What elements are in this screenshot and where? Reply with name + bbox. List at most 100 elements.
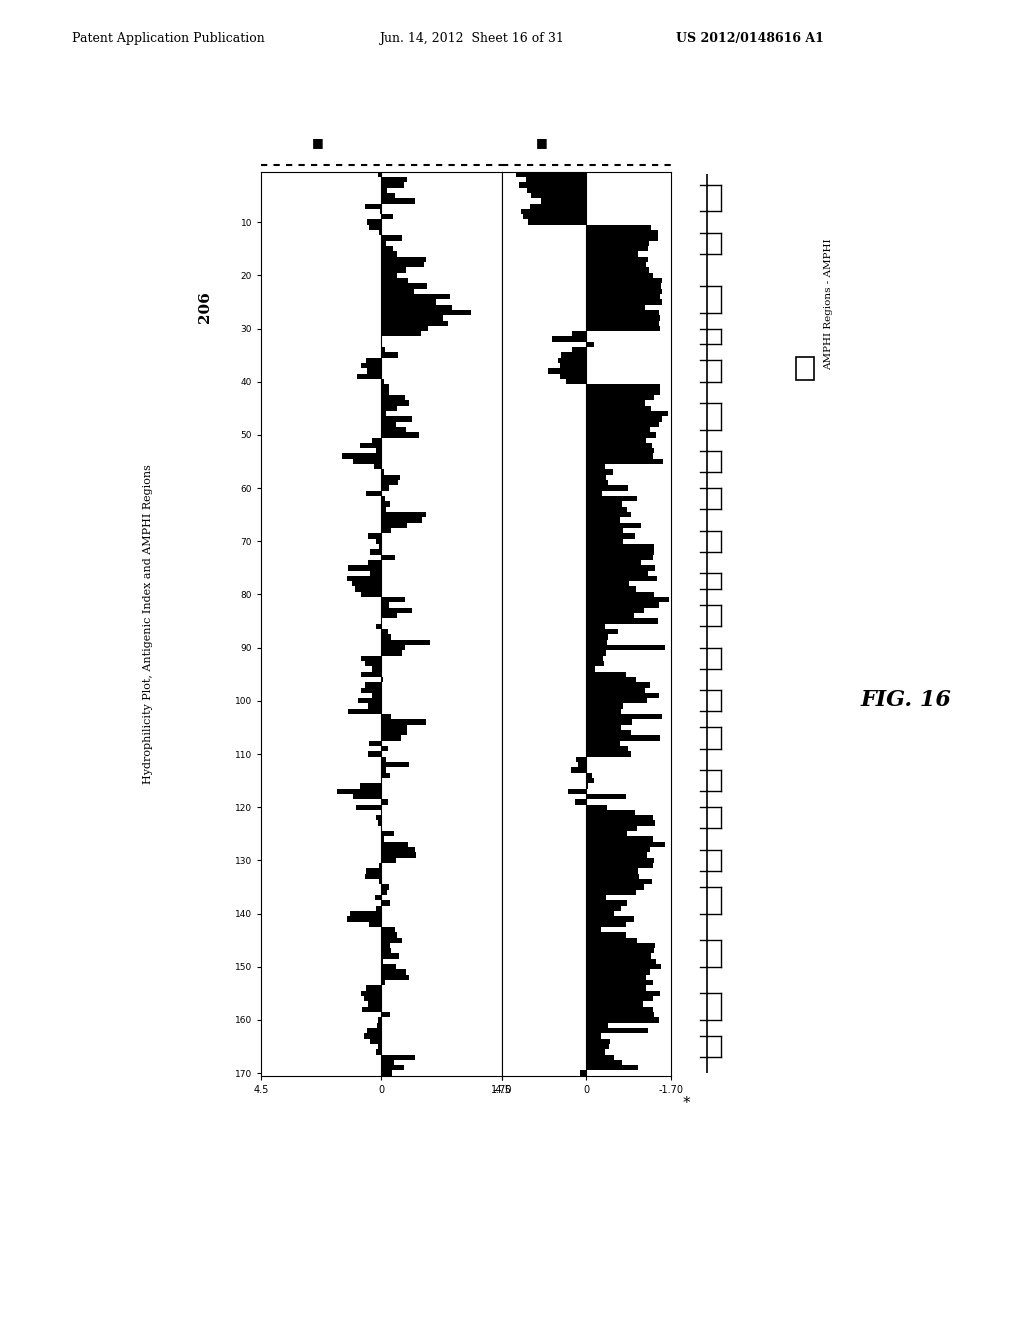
Bar (381, 942, 390, 948)
Bar (586, 496, 637, 502)
Bar (586, 421, 658, 426)
Bar (586, 709, 622, 714)
Bar (542, 198, 586, 203)
Bar (586, 751, 631, 756)
Bar (586, 607, 644, 612)
Bar (586, 273, 652, 279)
Bar (586, 645, 665, 651)
Bar (586, 688, 645, 693)
Bar (586, 991, 659, 997)
Bar (522, 214, 586, 219)
Bar (586, 581, 630, 586)
Text: 206: 206 (198, 292, 212, 323)
Bar (367, 986, 381, 991)
Bar (586, 289, 662, 294)
Bar (530, 193, 586, 198)
Bar (381, 937, 402, 942)
Bar (586, 1007, 653, 1012)
Bar (586, 235, 657, 240)
Bar (586, 746, 628, 751)
Bar (362, 1007, 381, 1012)
Bar (586, 576, 657, 581)
Bar (381, 421, 395, 426)
Bar (381, 475, 400, 480)
Bar (586, 677, 636, 682)
Text: ■: ■ (312, 136, 324, 149)
Bar (586, 895, 605, 900)
Bar (381, 725, 407, 730)
Bar (381, 470, 384, 475)
Bar (586, 635, 608, 640)
Bar (381, 331, 421, 337)
Bar (571, 347, 586, 352)
Text: *: * (682, 1096, 690, 1110)
Bar (586, 884, 644, 890)
Bar (586, 268, 649, 273)
Bar (381, 214, 393, 219)
Bar (586, 879, 652, 884)
Bar (381, 411, 386, 416)
Bar (586, 533, 635, 539)
Bar (354, 586, 381, 591)
Bar (376, 449, 381, 454)
Bar (368, 219, 381, 224)
Bar (381, 612, 397, 618)
Bar (360, 363, 381, 368)
Bar (381, 279, 409, 284)
Bar (586, 793, 626, 799)
Bar (381, 832, 393, 837)
Bar (586, 300, 662, 305)
Bar (381, 261, 424, 268)
Bar (360, 783, 381, 788)
Bar (586, 704, 623, 709)
Bar (586, 869, 638, 874)
Bar (586, 437, 646, 444)
Bar (381, 352, 397, 358)
Bar (586, 486, 628, 491)
Bar (381, 630, 387, 635)
Bar (586, 725, 622, 730)
Bar (586, 389, 660, 395)
Bar (371, 549, 381, 554)
Bar (353, 793, 381, 799)
Bar (586, 416, 663, 421)
Bar (586, 921, 627, 927)
Bar (376, 906, 381, 911)
Bar (586, 777, 594, 783)
Bar (370, 224, 381, 230)
Bar (381, 858, 396, 863)
Bar (560, 363, 586, 368)
Bar (371, 1039, 381, 1044)
Bar (381, 979, 385, 986)
Bar (370, 741, 381, 746)
Bar (365, 874, 381, 879)
Bar (571, 331, 586, 337)
Bar (586, 1039, 610, 1044)
Bar (586, 342, 594, 347)
Bar (381, 714, 391, 719)
Bar (381, 964, 396, 969)
Bar (586, 305, 645, 310)
Bar (379, 863, 381, 869)
Bar (379, 230, 381, 235)
Bar (367, 1028, 381, 1034)
Bar (586, 256, 648, 261)
Bar (381, 395, 406, 400)
Bar (381, 772, 390, 777)
Bar (586, 986, 645, 991)
Bar (586, 805, 606, 810)
Bar (376, 624, 381, 630)
Bar (586, 1034, 601, 1039)
Bar (381, 480, 398, 486)
Bar (526, 177, 586, 182)
Bar (586, 624, 604, 630)
Bar (381, 969, 407, 974)
Bar (586, 1002, 643, 1007)
Bar (586, 911, 614, 916)
Bar (347, 576, 381, 581)
Bar (586, 672, 626, 677)
Bar (586, 953, 651, 958)
Text: AMPHI Regions - AMPHI: AMPHI Regions - AMPHI (824, 238, 834, 370)
Bar (516, 172, 586, 177)
Bar (381, 932, 396, 937)
